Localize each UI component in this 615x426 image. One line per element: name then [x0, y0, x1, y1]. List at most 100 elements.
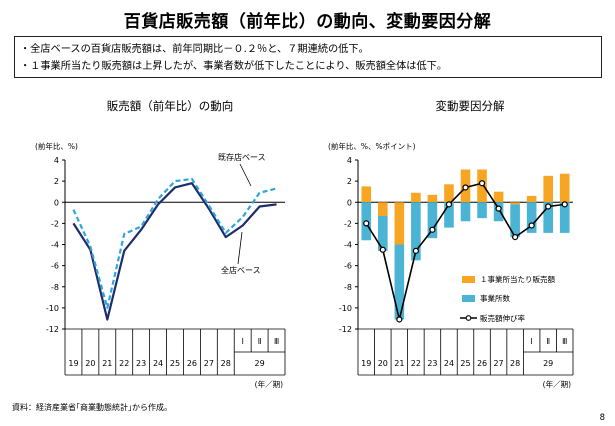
left-x-tick-label: 20: [85, 359, 95, 368]
summary-box: ・全店ベースの百貨店販売額は、前年同期比－０.２％と、７期連続の低下。 ・１事業…: [14, 36, 602, 78]
right-x-tick-label: 23: [427, 359, 437, 368]
right-line-marker: [396, 316, 403, 323]
left-series-line-2: [72, 177, 277, 309]
right-bar-series-2: [510, 204, 520, 238]
left-y-tick-label: -12: [46, 325, 59, 334]
right-chart-title: 変動要因分解: [435, 99, 505, 113]
right-line-marker: [379, 246, 386, 253]
left-y-tick-label: -6: [51, 262, 59, 271]
right-bar-series-1: [394, 202, 405, 245]
summary-bullet-1: ・全店ベースの百貨店販売額は、前年同期比－０.２％と、７期連続の低下。: [20, 44, 369, 55]
right-x-tick-label: 24: [444, 359, 454, 368]
right-x-tick-label: 25: [460, 359, 470, 368]
right-x-tick-label: 19: [361, 359, 371, 368]
right-y-tick-label: -12: [339, 325, 352, 334]
right-line-marker: [561, 201, 568, 208]
legend-label-2: 事業所数: [480, 293, 510, 303]
right-bar-series-1: [361, 186, 372, 203]
right-bar-series-1: [559, 173, 570, 203]
left-x-tick-label: Ⅲ: [274, 337, 279, 346]
right-bar-series-2: [477, 202, 487, 219]
right-bar-series-2: [526, 202, 537, 233]
left-y-tick-label: 4: [54, 156, 59, 165]
right-year-group-label: 29: [543, 359, 553, 368]
left-x-tick-label: 23: [136, 359, 146, 368]
left-annotation-existing-leader: [239, 163, 252, 187]
left-x-tick-label: 27: [204, 359, 214, 368]
legend-swatch-2: [462, 295, 475, 302]
right-x-tick-label: 26: [477, 359, 487, 368]
legend-label-1: １事業所当たり販売額: [480, 274, 555, 284]
source-note: 資料：経済産業省｢商業動態統計｣から作成。: [12, 403, 172, 412]
summary-bullet-2: ・１事業所当たり販売額は上昇したが、事業者数が低下したことにより、販売額全体は低…: [20, 61, 448, 72]
right-bar-series-2: [427, 202, 438, 239]
right-x-tick-label: Ⅱ: [546, 337, 550, 346]
left-annotation-all-leader: [237, 231, 243, 265]
right-x-tick-label: Ⅲ: [562, 337, 567, 346]
right-x-tick-label: 22: [411, 359, 421, 368]
left-annotation-all: 全店ベース: [221, 265, 261, 275]
right-line-marker: [412, 247, 419, 254]
right-bar-series-1: [427, 194, 438, 203]
right-bar-series-1: [411, 192, 421, 203]
right-line-marker: [363, 220, 370, 227]
legend-swatch-1: [462, 276, 475, 283]
right-bar-series-2: [411, 202, 421, 261]
right-line-marker: [462, 184, 469, 191]
left-y-tick-label: -8: [51, 283, 59, 292]
right-y-tick-label: -10: [339, 304, 352, 313]
left-x-tick-label: 25: [170, 359, 180, 368]
right-y-label: (前年比、%、%ポイント): [328, 141, 416, 151]
left-year-group-label: 29: [255, 359, 265, 368]
right-x-tick-label: 28: [510, 359, 520, 368]
right-bar-series-1: [510, 202, 520, 205]
legend-marker-3: [465, 315, 472, 321]
right-bar-series-2: [493, 202, 504, 222]
legend-label-3: 販売額伸び率: [480, 313, 525, 323]
right-bar-series-1: [378, 202, 388, 216]
right-y-tick-label: -2: [344, 219, 352, 228]
left-x-tick-label: 19: [68, 359, 78, 368]
left-x-label: (年／期): [255, 379, 283, 389]
right-line-marker: [512, 234, 519, 241]
right-x-tick-label: 21: [394, 359, 404, 368]
right-line-marker: [445, 201, 453, 208]
left-y-tick-label: 2: [54, 177, 59, 186]
right-line-marker: [429, 226, 436, 233]
right-y-tick-label: 4: [347, 156, 352, 165]
left-y-tick-label: -10: [46, 304, 59, 313]
right-y-tick-label: -4: [344, 241, 352, 250]
right-x-tick-label: 20: [378, 359, 388, 368]
left-y-label: (前年比、%): [35, 141, 78, 151]
right-bar-series-2: [444, 202, 454, 228]
right-y-tick-label: 0: [347, 198, 352, 207]
page-title: 百貨店販売額（前年比）の動向、変動要因分解: [123, 12, 492, 32]
left-series-line-1: [72, 182, 277, 321]
right-bar-series-2: [394, 244, 405, 320]
right-y-tick-label: 2: [347, 177, 352, 186]
left-y-tick-label: -2: [51, 219, 59, 228]
right-line-marker: [495, 205, 502, 212]
right-bar-series-2: [543, 202, 553, 233]
left-x-tick-label: 21: [102, 359, 112, 368]
left-y-tick-label: -4: [51, 241, 59, 250]
right-line-marker: [545, 203, 552, 210]
right-bar-series-2: [460, 202, 471, 222]
right-bar-series-1: [543, 175, 553, 203]
left-x-tick-label: 22: [119, 359, 129, 368]
right-x-label: (年／期): [543, 379, 571, 389]
right-bar-series-1: [526, 195, 537, 203]
left-x-tick-label: 28: [221, 359, 231, 368]
right-line-marker: [478, 180, 486, 187]
left-chart-title: 販売額（前年比）の動向: [106, 99, 234, 113]
right-y-tick-label: -8: [344, 283, 352, 292]
right-y-tick-label: -6: [344, 262, 352, 271]
right-line-marker: [528, 222, 535, 229]
left-y-tick-label: 0: [54, 198, 59, 207]
left-annotation-existing: 既存店ベース: [218, 152, 266, 162]
right-bar-series-1: [444, 184, 454, 203]
left-x-tick-label: 26: [187, 359, 197, 368]
right-x-tick-label: 27: [493, 359, 503, 368]
right-x-tick-label: Ⅰ: [531, 337, 533, 346]
